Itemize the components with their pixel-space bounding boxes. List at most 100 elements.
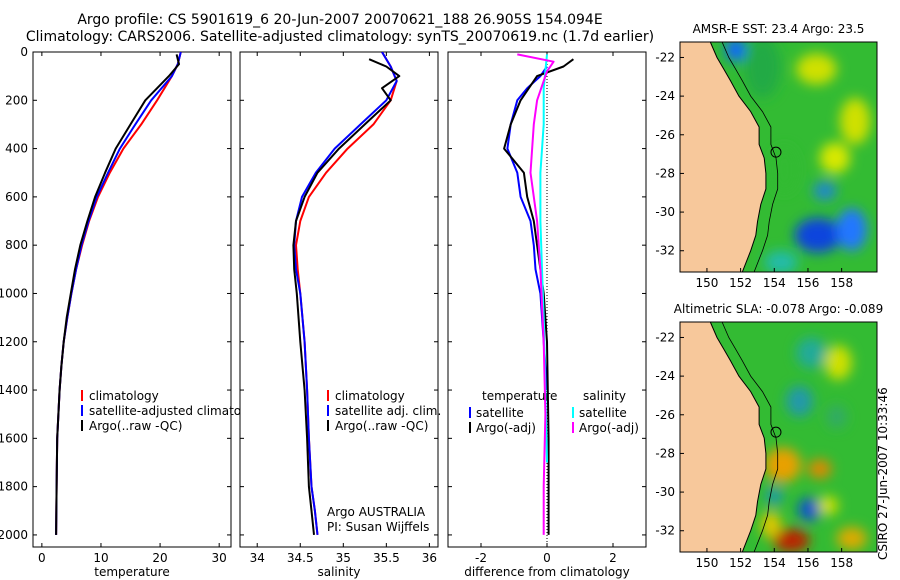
- latitude-tick-label: -22: [655, 50, 675, 64]
- x-tick-label: 34: [250, 551, 265, 565]
- map-field-blob: [826, 405, 847, 429]
- map-field-blob: [725, 42, 746, 62]
- map-title: Altimetric SLA: -0.078 Argo: -0.089: [674, 302, 883, 316]
- y-tick-label: 200: [5, 93, 28, 107]
- longitude-tick-label: 150: [695, 556, 718, 570]
- australia-landmass: [680, 322, 767, 552]
- panel-frame: [239, 51, 439, 548]
- legend-entry: satellite-adjusted climatology: [89, 404, 267, 418]
- map-field-blob: [807, 459, 832, 479]
- series-line-temperature-satellite: [506, 65, 548, 391]
- legend-entry: Argo(..raw -QC): [335, 419, 428, 433]
- depth-contour-line: [721, 322, 779, 552]
- x-tick-label: 34.5: [287, 551, 314, 565]
- y-tick-label: 1200: [0, 335, 28, 349]
- x-tick-label: 30: [212, 551, 227, 565]
- x-tick-label: 35.5: [373, 551, 400, 565]
- annotation-line: PI: Susan Wijffels: [327, 520, 429, 534]
- y-tick-label: 1800: [0, 480, 28, 494]
- legend-entry: Argo(-adj): [476, 421, 536, 435]
- y-tick-label: 2000: [0, 528, 28, 542]
- longitude-tick-label: 152: [729, 276, 752, 290]
- y-tick-label: 0: [20, 45, 28, 59]
- x-tick-label: 2: [609, 551, 617, 565]
- panel-frame: [32, 51, 232, 548]
- latitude-tick-label: -22: [655, 330, 675, 344]
- longitude-tick-label: 156: [797, 276, 820, 290]
- map-title: AMSR-E SST: 23.4 Argo: 23.5: [693, 22, 865, 36]
- longitude-tick-label: 156: [797, 556, 820, 570]
- map-field-blob: [760, 511, 782, 539]
- latitude-tick-label: -30: [655, 205, 675, 219]
- annotation-line: Argo AUSTRALIA: [327, 505, 426, 519]
- map-field-blob: [824, 345, 852, 380]
- x-axis-label: salinity: [317, 565, 360, 579]
- map-field-blob: [764, 447, 802, 483]
- legend-entry: Argo(-adj): [579, 421, 639, 435]
- longitude-tick-label: 154: [763, 556, 786, 570]
- latitude-tick-label: -26: [655, 128, 675, 142]
- latitude-tick-label: -28: [655, 166, 675, 180]
- map-content: [680, 42, 877, 272]
- map-field-blob: [813, 181, 837, 201]
- y-tick-label: 1400: [0, 383, 28, 397]
- figure-title-line-2: Climatology: CARS2006. Satellite-adjuste…: [25, 29, 655, 45]
- map-frame: [679, 41, 878, 273]
- x-tick-label: 20: [152, 551, 167, 565]
- x-axis-label: temperature: [94, 565, 169, 579]
- profile-panel-2: 34 34.5 35 35.5 36 salinity climatologysatelli…: [239, 51, 441, 579]
- map-field-blobs: [760, 337, 867, 552]
- map-field-blob: [786, 385, 814, 417]
- longitude-tick-label: 154: [763, 276, 786, 290]
- map-field-blob: [797, 497, 822, 522]
- x-tick-label: 36: [422, 551, 437, 565]
- map-field-blob: [836, 526, 867, 551]
- x-tick-label: 0: [543, 551, 551, 565]
- series-line-temperature-argo-adj-: [503, 58, 574, 535]
- x-tick-label: 10: [93, 551, 108, 565]
- latitude-tick-label: -26: [655, 408, 675, 422]
- y-tick-label: 800: [5, 238, 28, 252]
- map-content: [680, 322, 877, 552]
- legend-entry: satellite: [476, 406, 524, 420]
- argo-float-location-marker: [770, 426, 782, 438]
- longitude-tick-label: 158: [830, 556, 853, 570]
- profile-panel-1: 0 200 400 600 800 1000 1200 1400 1600 1800 2000 0 10…: [0, 45, 267, 579]
- latitude-tick-label: -28: [655, 446, 675, 460]
- legend-entry: climatology: [89, 389, 159, 403]
- legend-entry: satellite adj. clim.: [335, 404, 441, 418]
- series-group: [55, 52, 182, 535]
- y-tick-label: 400: [5, 142, 28, 156]
- argo-float-location-marker: [770, 146, 782, 158]
- map-field-blob: [794, 217, 842, 253]
- y-tick-label: 1600: [0, 431, 28, 445]
- panel-frame: [447, 51, 647, 548]
- map-field-blob: [836, 208, 867, 251]
- latitude-tick-label: -24: [655, 89, 675, 103]
- australia-landmass: [680, 42, 767, 272]
- series-line-argo-raw-qc-: [292, 58, 401, 536]
- map-field-blob: [770, 146, 798, 193]
- figure-title-line-1: Argo profile: CS 5901619_6 20-Jun-2007 2…: [77, 12, 603, 28]
- longitude-tick-label: 158: [830, 276, 853, 290]
- csiro-timestamp-label: CSIRO 27-Jun-2007 10:33:46: [876, 387, 890, 560]
- legend-entry: Argo(..raw -QC): [89, 419, 182, 433]
- series-group: [292, 52, 401, 536]
- latitude-tick-label: -32: [655, 524, 675, 538]
- series-line-salinity-argo-adj-: [517, 53, 555, 535]
- map-field-blob: [772, 528, 810, 552]
- map-panel-2: Altimetric SLA: -0.078 Argo: -0.089 150 15…: [655, 302, 883, 570]
- x-axis-label: difference from climatology: [464, 565, 630, 579]
- map-field-blob: [818, 495, 839, 516]
- y-tick-label: 600: [5, 190, 28, 204]
- map-field-blob: [839, 98, 871, 145]
- legend-heading: salinity: [583, 389, 626, 403]
- longitude-tick-label: 150: [695, 276, 718, 290]
- depth-contour-line: [721, 42, 779, 272]
- x-tick-label: 0: [38, 551, 46, 565]
- legend-entry: climatology: [335, 389, 405, 403]
- x-tick-label: 35: [336, 551, 351, 565]
